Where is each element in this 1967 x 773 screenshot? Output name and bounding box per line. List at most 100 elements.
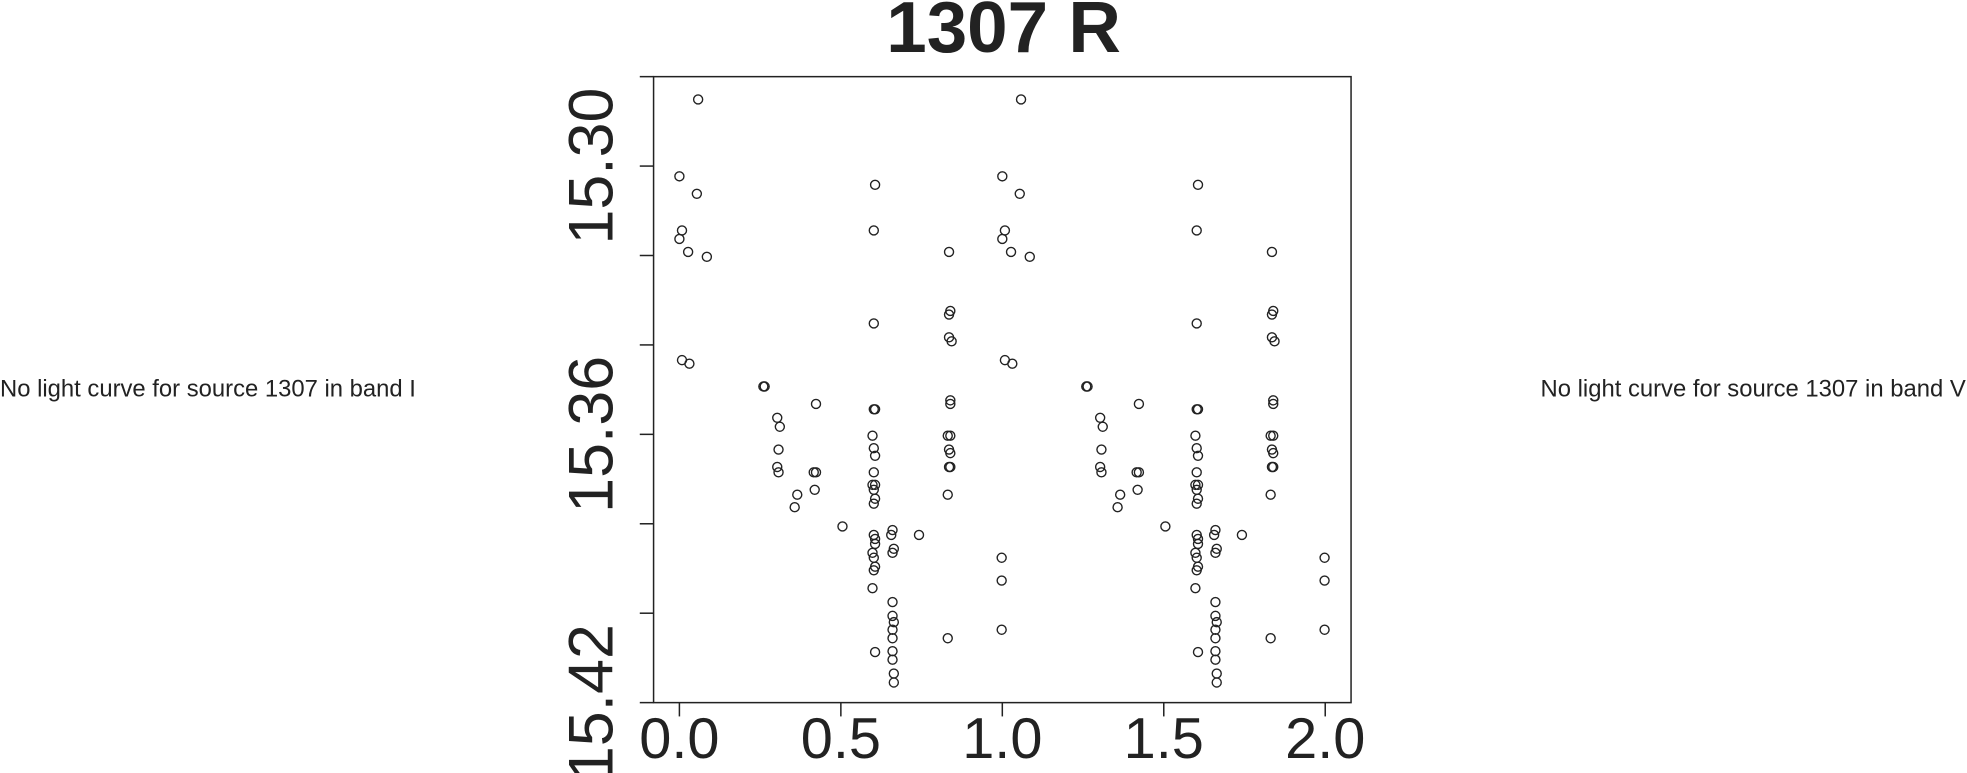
data-point bbox=[1191, 443, 1202, 454]
data-point bbox=[1191, 404, 1202, 415]
data-point bbox=[774, 421, 786, 432]
data-point bbox=[1268, 430, 1279, 441]
data-point bbox=[1005, 246, 1017, 258]
data-point bbox=[887, 654, 898, 665]
data-point bbox=[1266, 309, 1278, 320]
data-point bbox=[997, 233, 1008, 245]
data-point bbox=[1269, 336, 1280, 347]
data-point bbox=[867, 547, 878, 559]
data-point bbox=[792, 489, 803, 500]
data-point bbox=[887, 547, 898, 559]
data-point bbox=[1210, 547, 1221, 559]
data-point bbox=[868, 498, 880, 509]
y-tick-label: 15.30 bbox=[556, 88, 626, 245]
data-point bbox=[887, 610, 898, 622]
data-point bbox=[1210, 645, 1221, 657]
data-point bbox=[1191, 498, 1202, 509]
data-point bbox=[772, 461, 783, 473]
data-point bbox=[1114, 489, 1126, 500]
message: No light curve for source 1307 in band I bbox=[0, 376, 416, 403]
data-point bbox=[1132, 484, 1143, 495]
data-point bbox=[1211, 677, 1222, 688]
data-point bbox=[1319, 552, 1330, 563]
data-point bbox=[789, 502, 800, 513]
data-point bbox=[887, 524, 898, 536]
data-point bbox=[888, 616, 900, 628]
data-point bbox=[867, 582, 878, 594]
data-point bbox=[1192, 533, 1204, 545]
data-point bbox=[701, 251, 713, 263]
data-point bbox=[1268, 398, 1279, 410]
data-point bbox=[1210, 610, 1221, 622]
data-point bbox=[1024, 251, 1035, 263]
data-point bbox=[913, 529, 925, 541]
data-point bbox=[809, 484, 820, 495]
data-point bbox=[773, 467, 784, 478]
y-tick-label: 15.42 bbox=[556, 624, 626, 773]
data-point bbox=[1094, 412, 1106, 424]
data-point bbox=[1236, 529, 1248, 541]
data-point bbox=[1097, 421, 1108, 432]
data-point bbox=[758, 381, 769, 392]
data-point bbox=[682, 246, 694, 258]
data-point bbox=[674, 171, 685, 182]
data-point bbox=[1015, 94, 1027, 105]
data-point bbox=[676, 225, 688, 236]
data-point bbox=[945, 461, 956, 473]
data-point bbox=[837, 521, 848, 532]
data-point bbox=[996, 575, 1007, 586]
data-point bbox=[943, 309, 955, 320]
data-point bbox=[1190, 430, 1201, 441]
data-point bbox=[1319, 575, 1330, 586]
data-point bbox=[1211, 668, 1222, 679]
chart-title: 1307 R bbox=[886, 0, 1121, 68]
data-point bbox=[1192, 179, 1204, 191]
data-point bbox=[942, 633, 953, 644]
data-point bbox=[869, 179, 881, 191]
data-point bbox=[1096, 444, 1107, 455]
data-point bbox=[810, 467, 822, 478]
data-point bbox=[773, 444, 784, 455]
data-point bbox=[1192, 646, 1204, 658]
x-tick-label: 2.0 bbox=[1285, 707, 1365, 771]
data-point bbox=[1133, 398, 1145, 410]
data-point bbox=[1190, 582, 1201, 594]
data-point bbox=[868, 404, 880, 415]
data-point bbox=[867, 430, 878, 441]
data-point bbox=[888, 677, 900, 688]
data-point bbox=[1265, 489, 1276, 500]
data-point bbox=[1210, 524, 1221, 536]
data-point bbox=[1268, 447, 1279, 459]
data-point bbox=[868, 565, 880, 576]
x-tick-label: 1.0 bbox=[962, 707, 1042, 771]
data-point bbox=[887, 645, 898, 657]
x-tick-label: 0.5 bbox=[801, 707, 881, 771]
data-point bbox=[887, 596, 898, 608]
data-point bbox=[999, 225, 1011, 236]
data-point bbox=[1191, 318, 1202, 329]
data-point bbox=[943, 246, 955, 258]
data-point bbox=[945, 430, 956, 441]
message: No light curve for source 1307 in band V bbox=[1541, 376, 1966, 403]
data-point bbox=[1160, 521, 1171, 532]
data-point bbox=[1319, 624, 1330, 635]
data-point bbox=[1014, 188, 1025, 200]
data-point bbox=[1192, 493, 1204, 504]
data-point bbox=[810, 398, 822, 410]
data-point bbox=[1191, 565, 1202, 576]
data-point bbox=[1208, 529, 1220, 541]
data-point bbox=[886, 529, 897, 541]
data-point bbox=[946, 336, 957, 347]
data-point bbox=[1191, 225, 1202, 236]
data-point bbox=[1210, 596, 1221, 608]
data-point bbox=[997, 171, 1008, 182]
data-point bbox=[684, 358, 695, 369]
data-point bbox=[868, 467, 880, 478]
data-point bbox=[1192, 450, 1204, 462]
data-point bbox=[1133, 467, 1145, 478]
data-point bbox=[945, 395, 956, 406]
data-point bbox=[869, 450, 881, 462]
data-point bbox=[1192, 479, 1204, 491]
